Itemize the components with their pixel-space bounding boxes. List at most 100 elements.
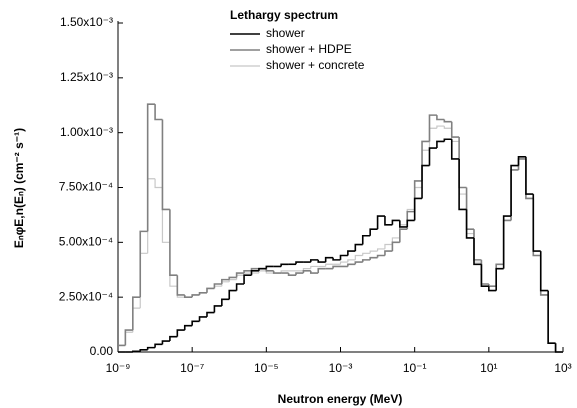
step-segment xyxy=(236,274,245,280)
step-segment xyxy=(213,305,222,313)
step-segment xyxy=(213,285,222,289)
step-segment xyxy=(554,343,563,353)
step-segment xyxy=(421,164,430,199)
step-segment xyxy=(458,158,467,211)
x-tick-label: 10⁻⁷ xyxy=(180,361,204,375)
step-segment xyxy=(295,261,304,265)
step-segment xyxy=(154,178,163,189)
step-segment xyxy=(480,264,489,287)
step-segment xyxy=(265,268,274,272)
step-segment xyxy=(132,296,141,331)
x-tick-label: 10⁻⁵ xyxy=(254,361,279,375)
step-segment xyxy=(413,180,423,212)
step-segment xyxy=(547,290,556,345)
step-segment xyxy=(376,215,385,230)
step-segment xyxy=(369,228,378,236)
step-segment xyxy=(465,194,474,235)
step-segment xyxy=(510,164,519,217)
step-segment xyxy=(436,140,445,149)
step-segment xyxy=(547,294,556,345)
step-segment xyxy=(428,114,437,142)
step-segment xyxy=(243,274,252,285)
step-segment xyxy=(228,289,237,300)
step-segment xyxy=(362,252,371,256)
step-segment xyxy=(399,228,408,243)
step-segment xyxy=(450,121,460,138)
step-segment xyxy=(443,126,452,129)
step-segment xyxy=(458,137,467,189)
step-segment xyxy=(539,251,549,292)
step-segment xyxy=(213,283,222,289)
step-segment xyxy=(235,272,245,278)
x-tick-label: 10⁻¹ xyxy=(403,361,427,375)
step-segment xyxy=(532,198,541,257)
step-segment xyxy=(421,140,430,181)
step-segment xyxy=(206,311,215,317)
step-segment xyxy=(517,158,526,170)
step-segment xyxy=(146,103,156,232)
step-segment xyxy=(124,329,133,346)
step-segment xyxy=(221,278,230,285)
step-segment xyxy=(339,261,348,265)
step-segment xyxy=(465,209,474,239)
step-segment xyxy=(488,284,497,287)
step-segment xyxy=(539,255,549,296)
step-segment xyxy=(154,343,163,348)
step-segment xyxy=(324,256,334,263)
step-segment xyxy=(510,169,519,221)
step-segment xyxy=(517,155,526,166)
step-segment xyxy=(436,125,445,129)
step-segment xyxy=(169,335,178,342)
x-tick-label: 10⁻⁹ xyxy=(106,361,131,375)
step-segment xyxy=(473,237,482,266)
y-tick-label: 1.25x10⁻³ xyxy=(60,70,113,84)
step-segment xyxy=(169,209,178,277)
step-segment xyxy=(495,263,504,287)
step-segment xyxy=(250,270,259,276)
step-segment xyxy=(169,242,178,287)
step-segment xyxy=(295,272,304,276)
step-segment xyxy=(176,329,185,337)
x-tick-label: 10⁻³ xyxy=(329,361,353,375)
step-segment xyxy=(391,237,400,245)
step-segment xyxy=(198,291,207,295)
step-segment xyxy=(488,286,497,292)
step-segment xyxy=(391,241,400,252)
step-segment xyxy=(272,270,282,274)
step-segment xyxy=(347,259,356,263)
step-segment xyxy=(161,187,170,243)
step-segment xyxy=(406,219,415,227)
y-tick-label: 0.00 xyxy=(90,344,114,358)
x-tick-label: 10¹ xyxy=(480,361,497,375)
step-segment xyxy=(287,273,297,277)
step-segment xyxy=(525,158,534,200)
step-segment xyxy=(458,141,467,195)
step-segment xyxy=(161,340,170,345)
step-segment xyxy=(510,169,519,221)
step-segment xyxy=(443,119,452,123)
step-segment xyxy=(302,270,311,274)
step-segment xyxy=(384,216,393,226)
step-segment xyxy=(265,265,274,269)
step-segment xyxy=(221,298,230,306)
step-segment xyxy=(280,263,289,267)
step-segment xyxy=(221,281,230,287)
y-tick-label: 5.00x10⁻⁴ xyxy=(59,235,113,249)
step-segment xyxy=(473,233,482,263)
step-segment xyxy=(176,275,185,296)
step-segment xyxy=(354,243,363,252)
step-segment xyxy=(413,197,423,221)
step-segment xyxy=(421,149,430,188)
step-segment xyxy=(399,220,408,228)
step-segment xyxy=(198,316,207,322)
legend-label: shower + HDPE xyxy=(266,42,352,56)
step-segment xyxy=(525,156,534,195)
step-segment xyxy=(517,158,526,170)
step-segment xyxy=(347,250,356,256)
step-segment xyxy=(139,252,148,309)
step-segment xyxy=(384,250,393,256)
step-segment xyxy=(354,261,363,265)
y-tick-label: 2.50x10⁻⁴ xyxy=(59,289,113,303)
step-segment xyxy=(309,259,319,263)
